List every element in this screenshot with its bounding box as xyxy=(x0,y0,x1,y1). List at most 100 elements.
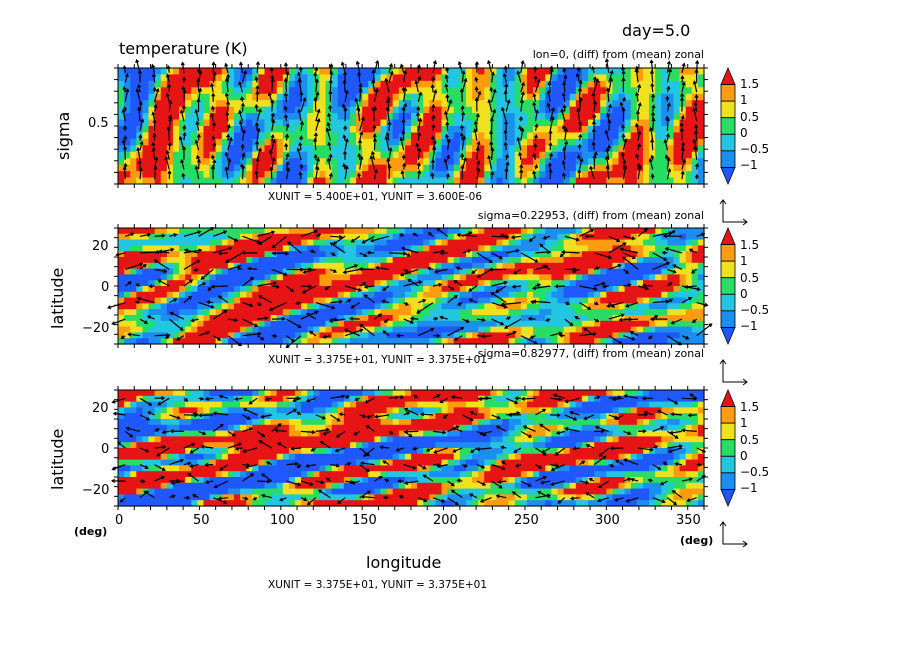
heatmap-cell xyxy=(508,164,516,172)
heatmap-cell xyxy=(240,309,247,316)
heatmap-cell xyxy=(673,320,681,328)
vector-arrowhead xyxy=(138,133,143,139)
heatmap-cell xyxy=(307,268,314,275)
heatmap-cell xyxy=(697,257,705,264)
heatmap-cell xyxy=(575,286,583,293)
heatmap-cell xyxy=(539,239,546,246)
heatmap-cell xyxy=(233,233,241,241)
heatmap-cell xyxy=(172,177,180,185)
vector-arrow xyxy=(198,159,200,170)
vector-arrowhead xyxy=(637,130,642,135)
heatmap-cell xyxy=(478,262,485,270)
heatmap-cell xyxy=(514,177,522,185)
heatmap-cell xyxy=(508,158,516,166)
heatmap-cell xyxy=(435,87,443,95)
heatmap-cell xyxy=(392,145,400,153)
heatmap-cell xyxy=(319,87,327,95)
vector-arrow xyxy=(681,171,684,180)
heatmap-cell xyxy=(667,177,675,185)
heatmap-cell xyxy=(417,151,424,159)
vector-arrow xyxy=(359,117,365,131)
vector-arrowhead xyxy=(298,141,303,147)
heatmap-cell xyxy=(673,119,681,127)
heatmap-cell xyxy=(191,268,198,275)
vector-arrow xyxy=(606,165,610,180)
heatmap-cell xyxy=(356,177,363,185)
heatmap-cell xyxy=(307,145,314,153)
heatmap-cell xyxy=(679,280,687,287)
vector-arrowhead xyxy=(609,69,614,75)
heatmap-cell xyxy=(203,145,211,153)
vector-arrowhead xyxy=(164,155,169,161)
heatmap-cell xyxy=(191,257,198,264)
vector-arrow xyxy=(255,171,258,180)
vector-arrowhead xyxy=(548,152,553,157)
heatmap-cell xyxy=(368,245,375,252)
vector-arrowhead xyxy=(168,117,173,122)
vector-arrowhead xyxy=(358,267,363,272)
vector-arrowhead xyxy=(123,135,128,140)
heatmap-cell xyxy=(227,87,235,95)
heatmap-cell xyxy=(606,80,614,88)
heatmap-cell xyxy=(490,126,498,134)
heatmap-cell xyxy=(508,262,516,270)
heatmap-cell xyxy=(600,138,607,146)
vector-arrowhead xyxy=(562,81,567,86)
heatmap-cell xyxy=(362,68,369,76)
heatmap-cell xyxy=(490,315,498,322)
heatmap-cell xyxy=(447,251,455,258)
heatmap-cell xyxy=(331,332,339,339)
heatmap-cell xyxy=(594,274,601,281)
heatmap-cell xyxy=(264,268,272,275)
heatmap-cell xyxy=(130,239,137,246)
heatmap-cell xyxy=(191,74,198,82)
vector-arrow xyxy=(326,128,331,141)
heatmap-cell xyxy=(301,291,308,299)
vector-arrowhead xyxy=(373,168,378,173)
vector-arrowhead xyxy=(577,168,582,173)
vector-arrowhead xyxy=(384,135,389,140)
heatmap-cell xyxy=(691,338,699,345)
heatmap-cell xyxy=(337,251,345,258)
vector-arrowhead xyxy=(515,248,520,253)
vector-arrowhead xyxy=(476,160,481,165)
heatmap-cell xyxy=(264,262,272,270)
vector-arrowhead xyxy=(561,250,566,255)
heatmap-cell xyxy=(539,297,546,304)
heatmap-cell xyxy=(545,145,552,153)
vector-arrowhead xyxy=(474,86,479,91)
heatmap-cell xyxy=(356,291,363,299)
heatmap-cell xyxy=(368,303,375,310)
vector-arrowhead xyxy=(513,270,518,275)
heatmap-cell xyxy=(185,257,192,264)
heatmap-cell xyxy=(667,158,675,166)
vector-arrow xyxy=(652,252,667,261)
heatmap-cell xyxy=(319,291,327,299)
heatmap-cell xyxy=(411,164,418,172)
heatmap-cell xyxy=(240,145,247,153)
heatmap-cell xyxy=(301,262,308,270)
vector-arrowhead xyxy=(154,156,159,161)
heatmap-cell xyxy=(612,164,620,172)
heatmap-cell xyxy=(185,309,192,316)
heatmap-cell xyxy=(130,132,137,140)
vector-arrow xyxy=(327,122,331,131)
heatmap-cell xyxy=(465,332,473,339)
vector-arrowhead xyxy=(649,69,654,75)
heatmap-cell xyxy=(502,315,510,322)
heatmap-cell xyxy=(606,338,614,345)
heatmap-cell xyxy=(325,268,333,275)
heatmap-cell xyxy=(526,326,534,333)
heatmap-cell xyxy=(368,320,375,328)
heatmap-cell xyxy=(148,100,156,108)
heatmap-cell xyxy=(539,158,546,166)
heatmap-cell xyxy=(697,332,705,339)
heatmap-cell xyxy=(465,291,473,299)
heatmap-cell xyxy=(557,297,565,304)
vector-arrowhead xyxy=(211,92,216,97)
vector-arrow xyxy=(151,64,156,73)
vector-arrowhead xyxy=(153,259,158,264)
heatmap-cell xyxy=(374,233,382,241)
heatmap-cell xyxy=(533,338,540,345)
heatmap-cell xyxy=(569,262,577,270)
